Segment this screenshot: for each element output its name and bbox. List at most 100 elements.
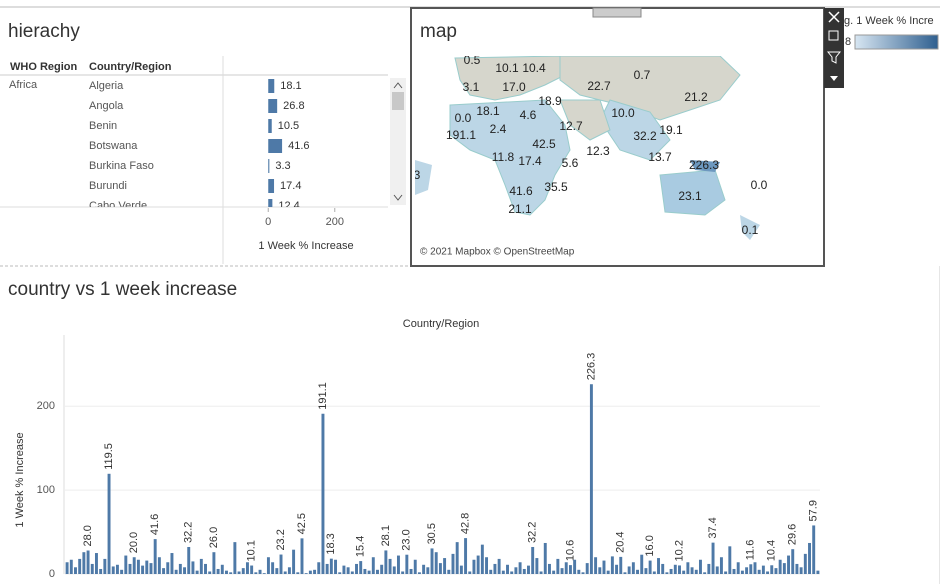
bar (396, 555, 400, 574)
bar (753, 562, 757, 574)
bar (791, 549, 795, 574)
x-axis-title: Country/Region (403, 318, 479, 330)
value-label: 16.0 (644, 535, 656, 556)
bar (401, 571, 405, 574)
map-label: 226.3 (689, 158, 719, 172)
bar (719, 557, 723, 574)
x-tick-label: 200 (326, 216, 344, 228)
y-tick-label: 0 (49, 568, 55, 580)
bar (187, 546, 191, 574)
bar (443, 558, 447, 574)
bar (250, 565, 254, 574)
bar (141, 565, 145, 574)
popout-icon[interactable] (828, 30, 839, 41)
value-label: 10.6 (564, 540, 576, 561)
map-label: 42.5 (532, 137, 556, 151)
bar (581, 572, 585, 574)
bar (405, 554, 409, 574)
map-label: 21.1 (508, 202, 532, 216)
filter-icon[interactable] (826, 51, 842, 64)
bar (346, 567, 350, 574)
bar (468, 571, 472, 574)
bar (694, 569, 698, 574)
region-label: Africa (9, 79, 38, 91)
bar (812, 525, 816, 574)
bar (682, 570, 686, 574)
bar (501, 570, 505, 574)
map-label: 21.2 (684, 90, 708, 104)
land (415, 160, 432, 195)
map-label: 10.1 (495, 61, 519, 75)
scroll-thumb[interactable] (392, 92, 404, 110)
value-label: 12.4 (278, 200, 299, 212)
value-label: 226.3 (585, 353, 597, 381)
bar (636, 569, 640, 574)
value-label: 37.4 (707, 517, 719, 538)
bar (268, 119, 272, 133)
bar (698, 559, 702, 574)
scroll-up[interactable] (393, 82, 403, 89)
bar (268, 199, 273, 207)
bar (241, 568, 245, 574)
bar (300, 538, 304, 574)
land (690, 160, 720, 172)
bar (640, 554, 644, 574)
bar (409, 568, 413, 574)
value-label: 28.0 (82, 525, 94, 546)
map-label: 18.1 (476, 104, 500, 118)
bar (111, 566, 115, 574)
scroll-down[interactable] (393, 194, 403, 201)
bar (736, 562, 740, 574)
value-label: 23.2 (275, 529, 287, 550)
bar (715, 566, 719, 574)
bar (325, 563, 329, 574)
value-label: 17.4 (280, 180, 301, 192)
bar (690, 567, 694, 574)
bar (90, 563, 94, 574)
value-label: 42.8 (459, 513, 471, 534)
y-tick-label: 200 (37, 400, 55, 412)
bar (212, 552, 216, 574)
map-label: 5.6 (562, 156, 579, 170)
map-label: 22.7 (587, 79, 611, 93)
bar (527, 565, 530, 574)
y-tick-label: 100 (37, 484, 55, 496)
map-label: 0.1 (742, 223, 759, 237)
bar (506, 564, 509, 574)
map-label: 41.6 (509, 184, 533, 198)
value-label: 28.1 (380, 525, 392, 546)
value-label: 41.6 (288, 140, 309, 152)
column-header: WHO Region (10, 61, 77, 73)
bar (778, 559, 782, 574)
bar (539, 571, 543, 574)
bar (82, 552, 86, 574)
value-label: 57.9 (808, 500, 820, 521)
map-label: 10.4 (522, 61, 546, 75)
bar (745, 567, 749, 574)
bar (577, 569, 581, 574)
close-icon[interactable] (828, 11, 840, 23)
bar (115, 564, 119, 574)
bar (183, 567, 187, 574)
map-label: 12.3 (586, 144, 610, 158)
bar (204, 563, 207, 574)
bar (195, 570, 199, 574)
map-label: 12.7 (559, 119, 583, 133)
value-label: 119.5 (103, 443, 115, 470)
bar (476, 555, 480, 574)
bar (329, 558, 333, 574)
legend-title: g. 1 Week % Incre (844, 15, 934, 27)
bar (724, 571, 728, 574)
menu-icon[interactable] (830, 76, 838, 81)
bar (774, 568, 778, 574)
land (559, 99, 611, 141)
bar (623, 572, 627, 574)
drag-handle[interactable] (592, 7, 642, 18)
map-labels: 0.5 10.1 10.4 0.7 3.1 17.0 22.7 21.2 18.9 18.1 4.6… (415, 56, 768, 237)
bar (598, 567, 602, 574)
bar (103, 558, 107, 574)
bar (258, 569, 262, 574)
bar (795, 563, 799, 574)
bar (757, 569, 761, 574)
bar (120, 569, 124, 574)
